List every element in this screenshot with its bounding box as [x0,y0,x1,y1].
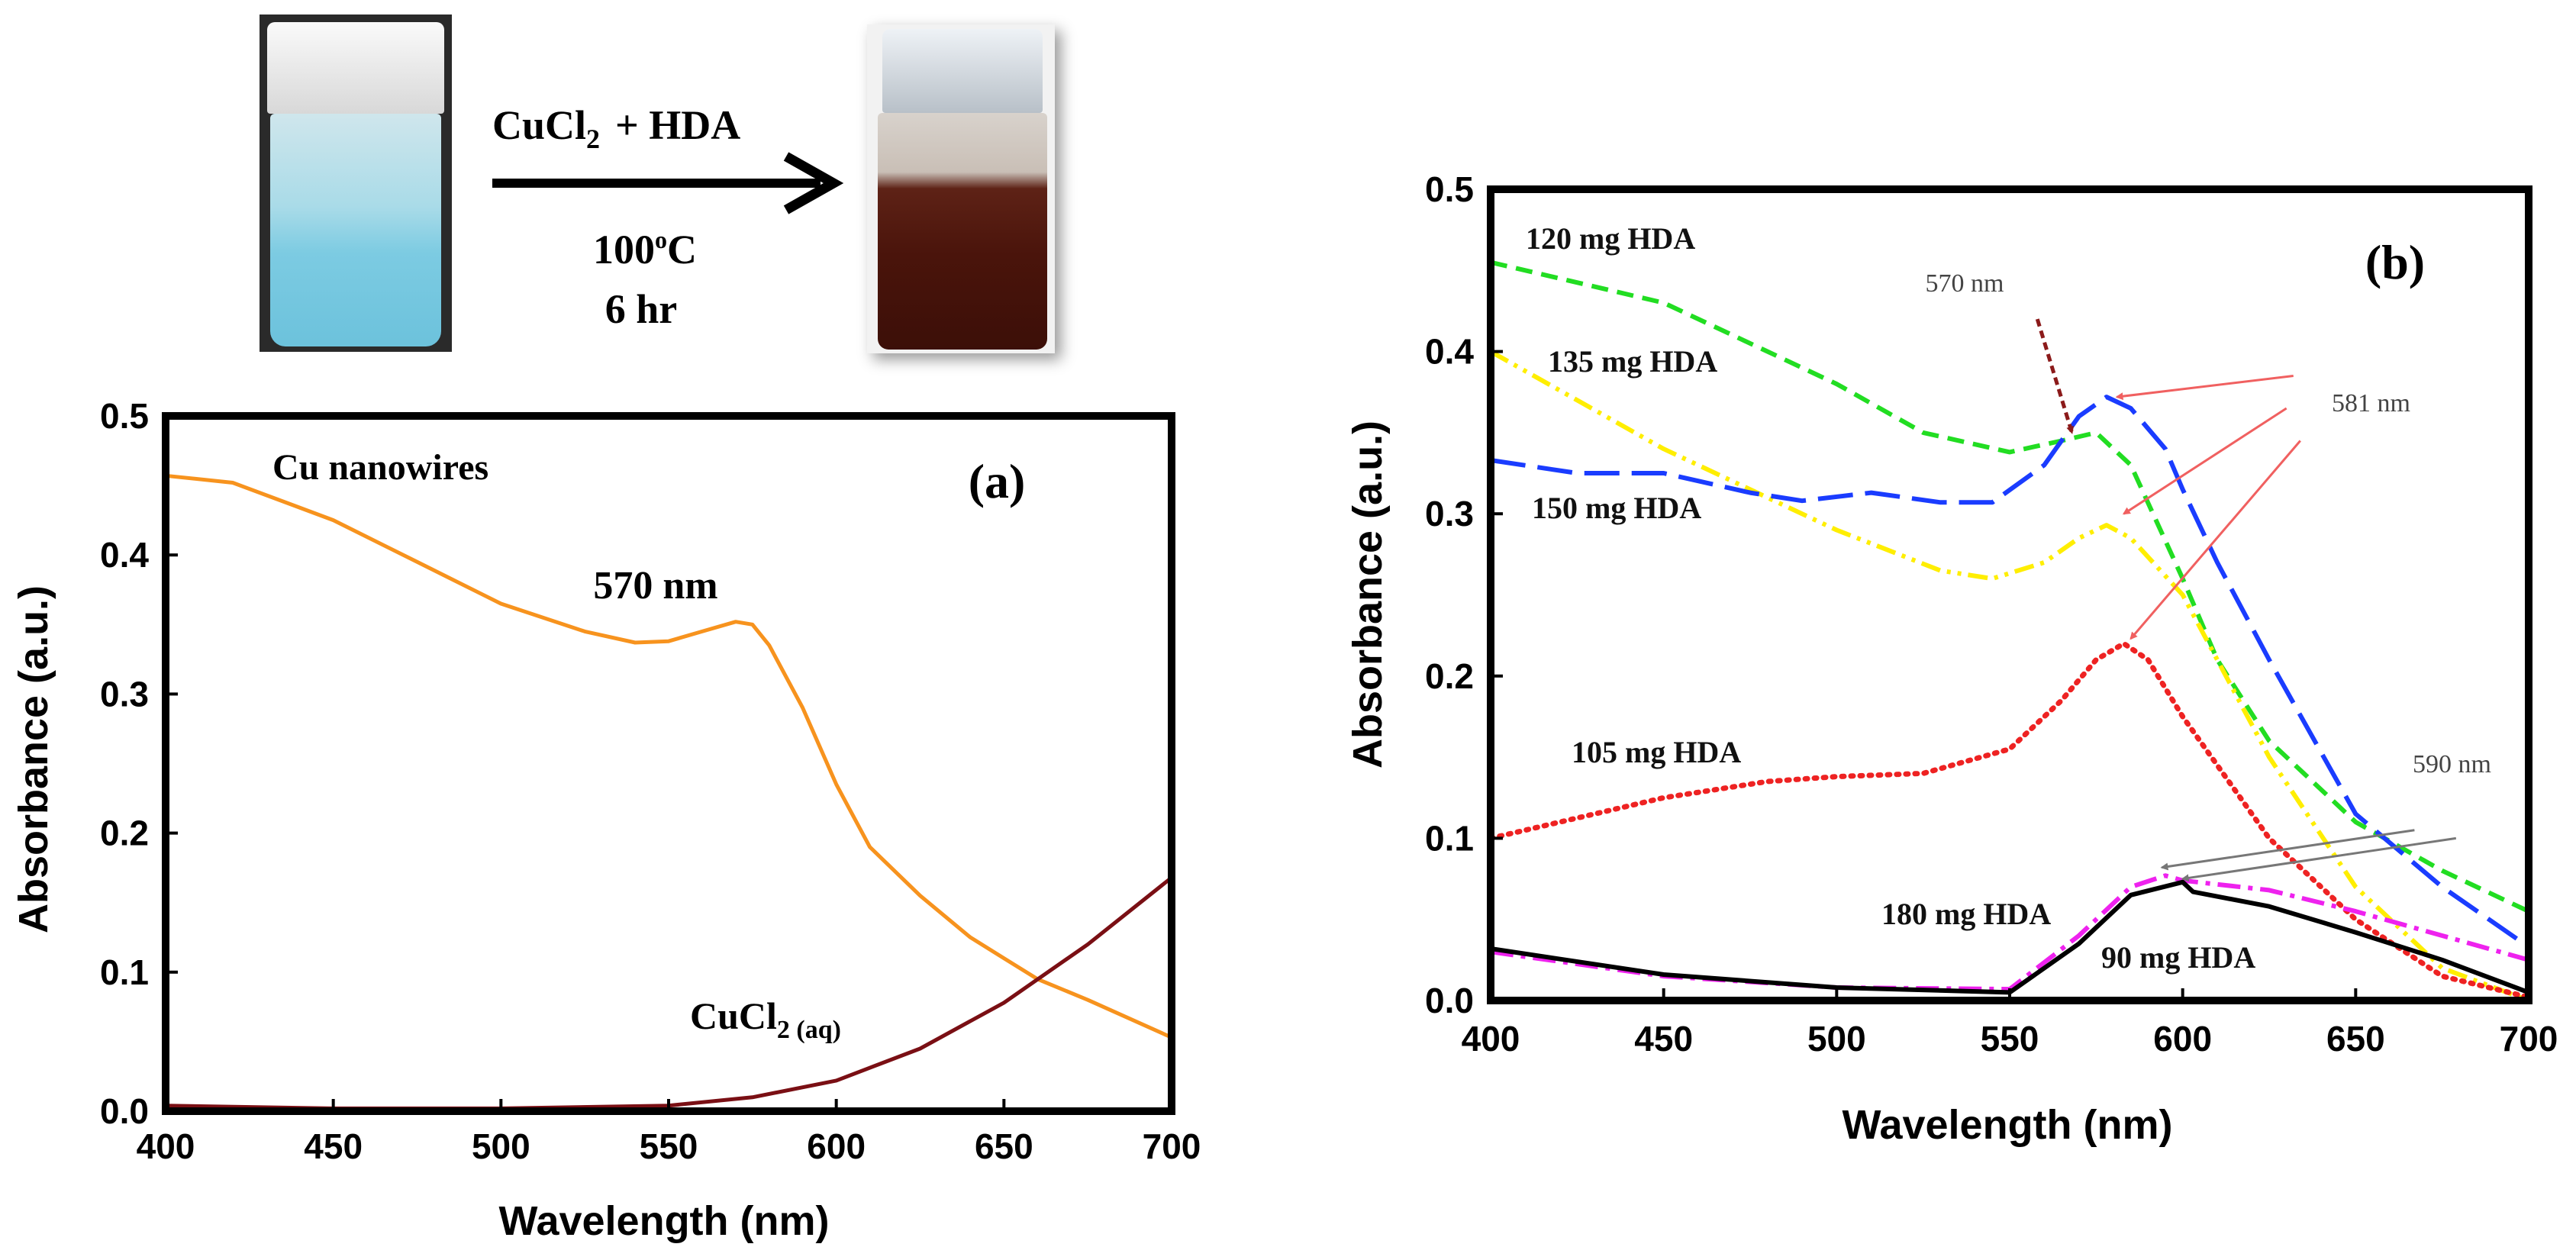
panel-label-b: (b) [2365,235,2425,289]
series-line-135-mg-hda [1489,349,2530,1003]
y-tick-label: 0.0 [100,1091,149,1131]
y-tick-label: 0.4 [1425,332,1474,372]
series-line-150-mg-hda [1490,395,2530,949]
peak-label-581: 581 nm [2332,389,2410,417]
plot-frame [1487,185,2532,1004]
x-axis-title: Wavelength (nm) [1842,1102,2172,1148]
series-label-cu-nanowires: Cu nanowires [272,447,488,488]
arrow-581nm-135 [2122,407,2287,515]
y-tick-label: 0.4 [100,535,149,575]
series-label-105: 105 mg HDA [1572,735,1741,769]
x-tick-label: 450 [1634,1019,1693,1059]
series-line-90-mg-hda [1490,879,2530,995]
x-tick-label: 650 [2326,1019,2385,1059]
x-tick-label: 650 [975,1126,1033,1166]
series-label-150: 150 mg HDA [1532,491,1701,525]
x-tick-label: 550 [1981,1019,2039,1059]
y-tick-label: 0.5 [100,396,149,436]
series-line-cucl [165,875,1173,1110]
reagent-label: CuCl2 + HDA [492,102,740,154]
series-label-180: 180 mg HDA [1881,897,2051,931]
y-tick-label: 0.5 [1425,169,1474,209]
y-tick-label: 0.1 [100,952,149,992]
chart-b: 120 mg HDA 135 mg HDA 150 mg HDA 105 mg … [1345,169,2558,1148]
arrow-581nm-105 [2129,440,2301,640]
x-tick-label: 550 [640,1126,698,1166]
y-tick-label: 0.3 [100,674,149,714]
series-line-cu-nanowires [165,473,1173,1039]
series-label-120: 120 mg HDA [1526,221,1695,256]
arrow-581nm-150 [2115,375,2294,401]
peak-label-570: 570 nm [1926,269,2004,298]
x-axis-title: Wavelength (nm) [498,1198,829,1244]
y-tick-label: 0.2 [100,814,149,853]
x-tick-label: 700 [2500,1019,2558,1059]
x-tick-label: 400 [1462,1019,1520,1059]
arrow-590nm-90 [2181,836,2457,882]
y-tick-label: 0.1 [1425,818,1474,858]
y-axis-title: Absorbance (a.u.) [11,585,56,933]
temperature-label: 100oC [593,226,697,272]
reaction-arrowhead [783,152,844,214]
peak-label-590: 590 nm [2413,750,2491,778]
y-tick-label: 0.2 [1425,656,1474,696]
brown-vial-photo [867,24,1055,353]
series-line-105-mg-hda [1488,640,2532,1001]
series-label-135: 135 mg HDA [1548,344,1717,379]
vial-cap [882,29,1043,113]
y-axis-title: Absorbance (a.u.) [1345,421,1391,769]
time-label: 6 hr [605,286,678,332]
y-tick-label: 0.3 [1425,494,1474,533]
reaction-scheme: CuCl2 + HDA 100oC 6 hr [492,102,844,332]
panel-label-a: (a) [969,454,1026,508]
x-tick-label: 500 [472,1126,530,1166]
x-tick-label: 700 [1143,1126,1201,1166]
plot-frame [162,412,1175,1115]
series-label-cucl2: CuCl2 (aq) [690,994,841,1044]
arrow-590nm-180 [2160,829,2415,871]
y-tick-label: 0.0 [1425,981,1474,1020]
blue-vial-photo [260,15,452,352]
x-tick-label: 600 [2153,1019,2212,1059]
x-tick-label: 500 [1807,1019,1866,1059]
series-line-120-mg-hda [1490,259,2530,914]
peak-label-570: 570 nm [593,564,717,607]
vial-cap [267,22,444,114]
x-tick-label: 450 [304,1126,363,1166]
vial-glass [878,113,1047,350]
vial-body [270,114,441,346]
series-label-90: 90 mg HDA [2101,940,2255,975]
x-tick-label: 400 [137,1126,195,1166]
arrow-570nm [2035,318,2075,434]
chart-a: Cu nanowires 570 nm (a) CuCl2 (aq) Wavel… [11,396,1201,1244]
x-tick-label: 600 [807,1126,866,1166]
